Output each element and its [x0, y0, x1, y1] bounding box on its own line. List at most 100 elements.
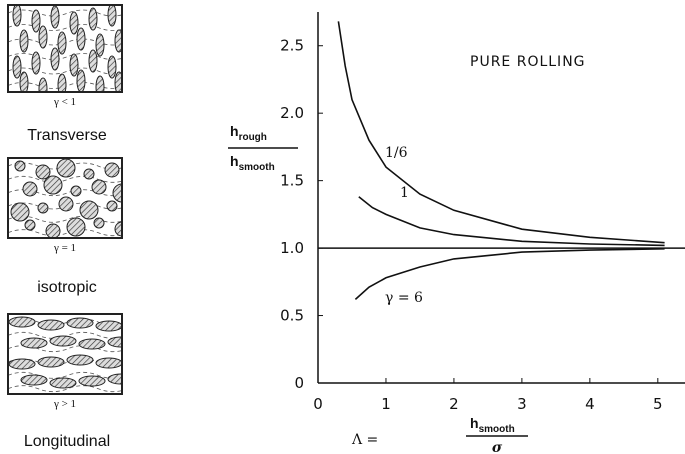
y-tick-label: 1.0: [280, 239, 304, 257]
grain: [31, 9, 41, 33]
sym: h: [230, 123, 239, 139]
grain: [8, 316, 36, 328]
grain: [69, 53, 79, 77]
flow-line: [8, 202, 122, 210]
grain: [114, 221, 122, 237]
panel-caption: γ < 1: [53, 96, 76, 108]
y-tick-label: 0: [294, 374, 304, 392]
panel-label: Transverse: [27, 127, 107, 144]
grain: [107, 55, 117, 79]
grain: [70, 185, 82, 197]
curve: [358, 196, 665, 247]
flow-line: [8, 53, 122, 60]
grain: [76, 69, 86, 92]
y-tick-label: 2.0: [280, 104, 304, 122]
curve-label: γ = 6: [385, 290, 423, 306]
grain: [83, 168, 95, 180]
grain: [12, 55, 22, 79]
panel-frame: [7, 4, 123, 93]
grain: [79, 200, 99, 220]
flow-line: [8, 175, 122, 183]
x-tick-label: 0: [313, 395, 323, 413]
x-tick-label: 2: [449, 395, 459, 413]
grain: [49, 335, 77, 347]
x-label-numerator: hsmooth: [470, 415, 515, 435]
sym: h: [230, 153, 239, 169]
x-tick-label: 4: [585, 395, 595, 413]
grain: [8, 358, 36, 370]
x-label-denominator: σ: [492, 440, 503, 454]
grain: [45, 223, 61, 238]
grain: [93, 217, 105, 229]
x-tick-label: 1: [381, 395, 391, 413]
y-label-numerator: hrough: [230, 123, 267, 143]
grain: [58, 196, 74, 212]
flow-line: [8, 331, 122, 339]
texture-panel: [7, 313, 123, 395]
x-label-prefix: Λ =: [351, 432, 378, 448]
grain: [19, 71, 29, 92]
grain: [78, 375, 106, 387]
sym: h: [470, 415, 479, 431]
flow-line: [8, 215, 122, 223]
grain: [66, 317, 94, 329]
panel-frame: [7, 313, 123, 395]
grain: [19, 29, 29, 53]
grain: [76, 27, 86, 51]
grain: [56, 158, 76, 178]
grain: [114, 29, 122, 53]
panel-caption: γ = 1: [53, 242, 76, 254]
panel-label: Longitudinal: [24, 433, 110, 450]
curve: [337, 21, 665, 244]
grain: [35, 164, 51, 180]
flow-line: [8, 9, 122, 17]
grain: [49, 377, 77, 389]
grain: [66, 354, 94, 366]
grain: [57, 31, 67, 55]
y-tick-label: 0.5: [280, 307, 304, 325]
grain: [14, 160, 26, 172]
flow-line: [8, 385, 122, 393]
flow-line: [8, 38, 122, 46]
flow-line: [8, 24, 122, 31]
texture-panel: [7, 4, 123, 93]
annotation: PURE ROLLING: [470, 54, 586, 70]
y-tick-label: 1.5: [280, 172, 304, 190]
grain: [20, 337, 48, 349]
grain: [38, 77, 48, 92]
grain: [95, 320, 122, 332]
grain: [78, 338, 106, 350]
x-tick-label: 5: [653, 395, 663, 413]
grain: [69, 11, 79, 35]
y-label-denominator: hsmooth: [230, 153, 275, 173]
flow-line: [8, 82, 122, 89]
sub: smooth: [479, 424, 515, 435]
grain: [37, 319, 65, 331]
panel-label: isotropic: [37, 279, 97, 296]
grain: [107, 5, 117, 27]
grain: [57, 73, 67, 92]
grain: [20, 374, 48, 386]
texture: [8, 316, 122, 393]
grain: [24, 219, 36, 231]
grain: [114, 71, 122, 92]
grain: [88, 49, 98, 73]
grain: [95, 357, 122, 369]
grain: [43, 175, 63, 195]
grain: [95, 75, 105, 92]
texture: [8, 5, 122, 92]
grain: [37, 202, 49, 214]
flow-line: [8, 371, 122, 379]
curve-label: 1: [400, 185, 409, 201]
curve: [354, 248, 665, 300]
grain: [22, 181, 38, 197]
flow-line: [8, 67, 122, 75]
panel-frame: [7, 157, 123, 239]
grain: [88, 7, 98, 31]
texture-panel: [7, 157, 123, 239]
grain: [66, 217, 86, 237]
sub: rough: [239, 132, 267, 143]
grain: [38, 25, 48, 49]
grain: [10, 202, 30, 222]
